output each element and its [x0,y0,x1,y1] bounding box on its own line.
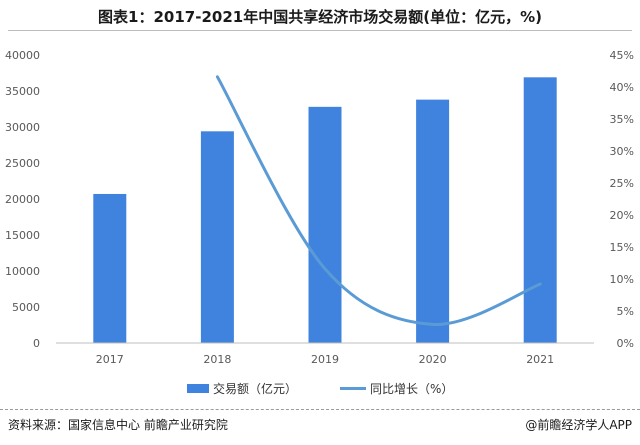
legend: 交易额（亿元） 同比增长（%） [187,381,453,396]
right-axis-tick-label: 30% [610,145,634,158]
left-axis: 0 5000 10000 15000 20000 25000 30000 35000 40000 [5,49,40,350]
left-axis-tick-label: 20000 [5,193,40,206]
x-axis-tick-label: 2019 [311,353,339,366]
right-axis-tick-label: 15% [610,241,634,254]
right-axis-tick-label: 35% [610,113,634,126]
right-axis-tick-label: 20% [610,209,634,222]
bar [201,131,234,343]
left-axis-tick-label: 25000 [5,157,40,170]
left-axis-tick-label: 40000 [5,49,40,62]
footer-divider [0,409,640,410]
x-axis-tick-label: 2021 [526,353,554,366]
right-axis-tick-label: 40% [610,81,634,94]
legend-label-line: 同比增长（%） [370,382,453,396]
right-axis-tick-label: 25% [610,177,634,190]
line-series [217,77,540,325]
bar [416,100,449,343]
left-axis-tick-label: 10000 [5,265,40,278]
x-axis-tick-label: 2017 [96,353,124,366]
left-axis-tick-label: 30000 [5,121,40,134]
bar [524,77,557,343]
right-axis: 0% 5% 10% 15% 20% 25% 30% 35% 40% 45% [610,49,634,350]
source-note: 资料来源：国家信息中心 前瞻产业研究院 [8,416,228,433]
left-axis-tick-label: 5000 [12,301,40,314]
right-axis-tick-label: 45% [610,49,634,62]
left-axis-tick-label: 15000 [5,229,40,242]
bar [93,194,126,343]
bar [309,107,342,343]
x-axis-tick-label: 2020 [419,353,447,366]
x-axis-tick-label: 2018 [203,353,231,366]
credit-note: @前瞻经济学人APP [525,416,632,433]
legend-label-bar: 交易额（亿元） [213,381,297,396]
bar-series [93,77,556,343]
x-axis: 2017 2018 2019 2020 2021 [56,343,594,366]
growth-line [217,77,540,325]
left-axis-tick-label: 35000 [5,85,40,98]
right-axis-tick-label: 5% [617,305,634,318]
left-axis-tick-label: 0 [33,337,40,350]
legend-swatch-bar [187,384,209,393]
right-axis-tick-label: 10% [610,273,634,286]
right-axis-tick-label: 0% [617,337,634,350]
